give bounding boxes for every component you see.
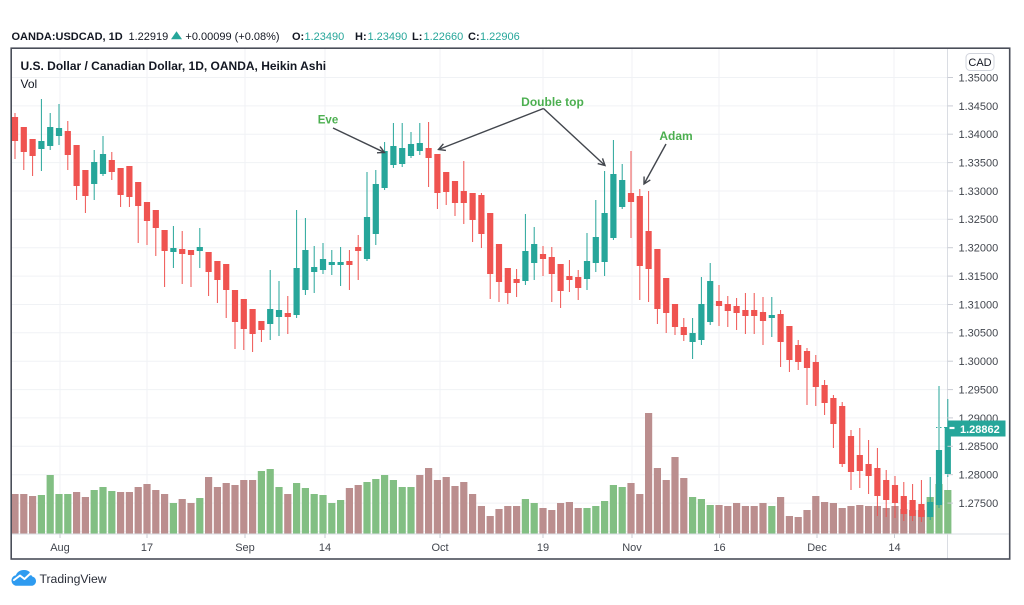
svg-text:Aug: Aug — [50, 542, 70, 554]
svg-text:H:: H: — [355, 31, 367, 43]
svg-text:14: 14 — [888, 542, 900, 554]
svg-text:1.29500: 1.29500 — [959, 385, 999, 397]
svg-text:Oct: Oct — [431, 542, 448, 554]
svg-text:Eve: Eve — [318, 115, 338, 127]
svg-text:O:: O: — [292, 31, 304, 43]
svg-text:1.22906: 1.22906 — [480, 31, 520, 43]
svg-text:Sep: Sep — [235, 542, 255, 554]
svg-text:1.23490: 1.23490 — [305, 31, 345, 43]
svg-text:Nov: Nov — [622, 542, 642, 554]
svg-text:14: 14 — [319, 542, 331, 554]
svg-text:19: 19 — [537, 542, 549, 554]
svg-text:1.22919: 1.22919 — [129, 31, 169, 43]
svg-text:1.34000: 1.34000 — [959, 129, 999, 141]
svg-text:U.S. Dollar / Canadian Dollar,: U.S. Dollar / Canadian Dollar, 1D, OANDA… — [21, 59, 327, 73]
svg-text:1.33000: 1.33000 — [959, 186, 999, 198]
svg-text:1.31000: 1.31000 — [959, 299, 999, 311]
svg-text:16: 16 — [713, 542, 725, 554]
svg-text:Double top: Double top — [521, 95, 584, 109]
svg-text:Vol: Vol — [21, 77, 38, 91]
svg-text:1.32500: 1.32500 — [959, 214, 999, 226]
svg-text:C:: C: — [468, 31, 480, 43]
svg-text:1.31500: 1.31500 — [959, 271, 999, 283]
svg-text:+0.00099 (+0.08%): +0.00099 (+0.08%) — [185, 31, 279, 43]
svg-text:CAD: CAD — [968, 57, 991, 69]
svg-text:1.28862: 1.28862 — [960, 424, 1000, 436]
svg-text:1.23490: 1.23490 — [368, 31, 408, 43]
svg-text:1.22660: 1.22660 — [424, 31, 464, 43]
svg-text:1.28500: 1.28500 — [959, 441, 999, 453]
svg-text:OANDA:USDCAD, 1D: OANDA:USDCAD, 1D — [12, 31, 123, 43]
svg-text:1.30000: 1.30000 — [959, 356, 999, 368]
svg-text:1.27500: 1.27500 — [959, 498, 999, 510]
svg-text:1.35000: 1.35000 — [959, 72, 999, 84]
svg-text:1.34500: 1.34500 — [959, 101, 999, 113]
svg-text:1.28000: 1.28000 — [959, 470, 999, 482]
svg-text:1.30500: 1.30500 — [959, 328, 999, 340]
svg-text:L:: L: — [412, 31, 422, 43]
svg-text:TradingView: TradingView — [40, 572, 107, 586]
svg-text:1.32000: 1.32000 — [959, 243, 999, 255]
svg-text:17: 17 — [141, 542, 153, 554]
svg-text:Adam: Adam — [659, 129, 692, 143]
svg-text:1.33500: 1.33500 — [959, 158, 999, 170]
svg-text:Dec: Dec — [807, 542, 827, 554]
